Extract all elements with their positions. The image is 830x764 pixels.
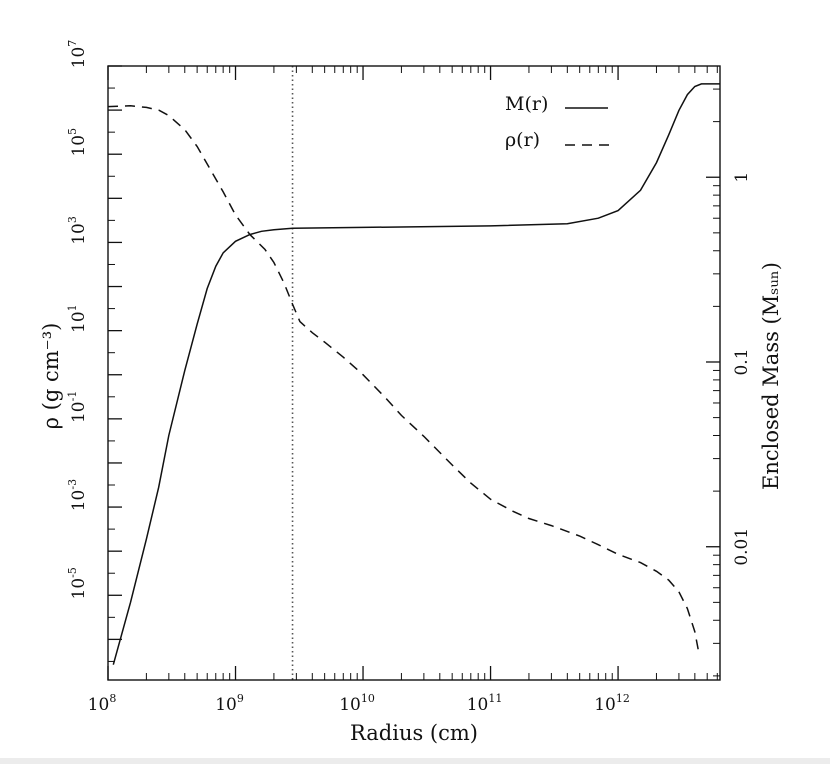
y-right-tick-label: 1 xyxy=(732,172,752,183)
tick-base: 10 xyxy=(215,695,237,715)
tick-exponent: 1 xyxy=(66,304,79,311)
tick-exponent: 8 xyxy=(109,692,116,705)
tick-base: 10 xyxy=(339,695,361,715)
minor-ticks xyxy=(108,65,720,680)
series-line-mass xyxy=(112,83,720,665)
y-left-tick-label: 101 xyxy=(66,304,89,333)
tick-exponent: 7 xyxy=(66,40,79,47)
tick-exponent: -5 xyxy=(66,567,79,578)
tick-base: 10 xyxy=(69,135,89,157)
x-tick-label: 1012 xyxy=(594,692,630,715)
y-right-tick-label: 0.1 xyxy=(732,348,752,375)
y-right-axis-title: Enclosed Mass (Mₛᵤₙ) xyxy=(759,262,783,490)
legend: M(r) ρ(r) xyxy=(505,93,610,151)
x-tick-label: 108 xyxy=(88,692,117,715)
x-tick-label: 1011 xyxy=(467,692,503,715)
tick-exponent: 12 xyxy=(616,692,630,705)
tick-base: 10 xyxy=(69,401,89,423)
tick-exponent: 9 xyxy=(237,692,244,705)
tick-exponent: 3 xyxy=(66,216,79,223)
y-left-axis-title: ρ (g cm⁻³) xyxy=(39,323,63,430)
series-line-density xyxy=(108,105,700,653)
y-right-tick-label: 0.01 xyxy=(732,528,752,566)
plot-area xyxy=(108,66,720,680)
x-axis-title: Radius (cm) xyxy=(350,721,478,745)
tick-exponent: -1 xyxy=(66,391,79,402)
tick-exponent: 5 xyxy=(66,128,79,135)
x-tick-label: 1010 xyxy=(339,692,375,715)
legend-label-mass: M(r) xyxy=(505,93,548,115)
tick-base: 10 xyxy=(69,47,89,69)
y-left-tick-label: 10-1 xyxy=(66,391,89,423)
y-left-tick-label: 103 xyxy=(66,216,89,245)
major-ticks xyxy=(107,65,720,680)
x-tick-labels: 108 109 1010 1011 1012 xyxy=(88,692,630,715)
tick-base: 10 xyxy=(69,578,89,600)
tick-base: 10 xyxy=(88,695,110,715)
tick-base: 10 xyxy=(467,695,489,715)
y-right-tick-labels: 1 0.1 0.01 xyxy=(732,172,752,566)
legend-label-density: ρ(r) xyxy=(505,129,540,151)
tick-exponent: 11 xyxy=(488,692,502,705)
tick-base: 10 xyxy=(69,311,89,333)
y-left-tick-label: 105 xyxy=(66,128,89,157)
tick-base: 10 xyxy=(69,490,89,512)
y-left-tick-label: 10-5 xyxy=(66,567,89,599)
tick-base: 10 xyxy=(594,695,616,715)
y-left-tick-label: 10-3 xyxy=(66,479,89,511)
y-left-tick-label: 107 xyxy=(66,40,89,69)
tick-exponent: -3 xyxy=(66,479,79,490)
tick-exponent: 10 xyxy=(361,692,375,705)
tick-base: 10 xyxy=(69,223,89,245)
x-tick-label: 109 xyxy=(215,692,244,715)
bottom-strip xyxy=(0,758,830,764)
plot-frame xyxy=(107,65,721,681)
